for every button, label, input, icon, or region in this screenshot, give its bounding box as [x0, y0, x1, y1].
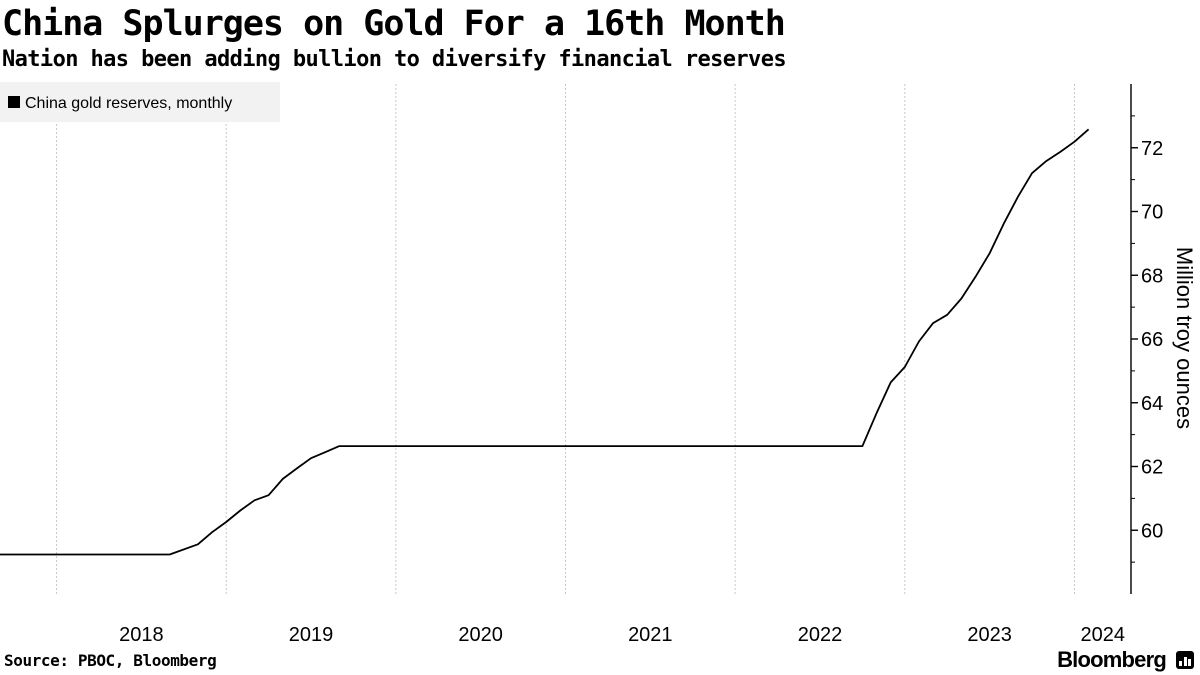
y-axis-title: Million troy ounces: [1172, 247, 1197, 429]
chart-title: China Splurges on Gold For a 16th Month: [2, 4, 786, 44]
y-tick-label-72: 72: [1141, 138, 1163, 160]
bloomberg-logo: Bloomberg: [1057, 647, 1167, 672]
legend-background: [0, 82, 280, 122]
legend-label: China gold reserves, monthly: [25, 95, 232, 112]
chart-subtitle: Nation has been adding bullion to divers…: [2, 47, 787, 72]
legend: China gold reserves, monthly: [0, 82, 280, 122]
y-axis: Million troy ounces 60 62 64 66 68 70 72: [1130, 84, 1197, 594]
x-tick-label-2021: 2021: [628, 624, 673, 646]
x-tick-label-2020: 2020: [458, 624, 503, 646]
x-axis: 2018 2019 2020 2021 2022 2023 2024: [119, 624, 1125, 646]
y-tick-label-68: 68: [1141, 265, 1163, 287]
series-line-0: [0, 128, 1090, 556]
legend-swatch: [8, 96, 20, 108]
gridlines: [56, 84, 1075, 594]
y-tick-label-64: 64: [1141, 393, 1163, 415]
y-tick-label-70: 70: [1141, 202, 1163, 224]
y-tick-label-60: 60: [1141, 520, 1163, 542]
bloomberg-terminal-icon: [1176, 651, 1194, 669]
x-tick-label-2022: 2022: [798, 624, 843, 646]
y-tick-label-66: 66: [1141, 329, 1163, 351]
series: [0, 128, 1090, 556]
x-tick-label-2019: 2019: [289, 624, 334, 646]
x-tick-label-2023: 2023: [967, 624, 1012, 646]
x-tick-label-2024: 2024: [1080, 624, 1125, 646]
x-tick-label-2018: 2018: [119, 624, 164, 646]
source-note: Source: PBOC, Bloomberg: [4, 651, 217, 670]
y-tick-label-62: 62: [1141, 457, 1163, 479]
